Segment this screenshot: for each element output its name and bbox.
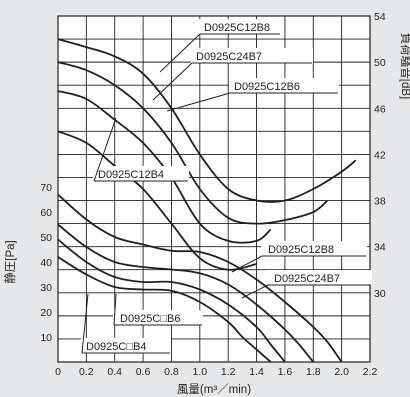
y-right-tick-label: 34 [374, 242, 386, 254]
x-axis-title: 風量(m³／min) [177, 383, 251, 396]
pressure-curve-2 [57, 223, 314, 363]
pressure-curve-1 [57, 193, 343, 363]
label-backdrop [229, 78, 339, 93]
y-left-tick-label: 50 [40, 232, 52, 244]
plot-frame [57, 15, 371, 363]
y-left-tick-label: 60 [40, 207, 52, 219]
label-leader [166, 92, 231, 112]
label-backdrop [199, 19, 281, 34]
label-backdrop [113, 310, 203, 325]
x-tick-label: 0.6 [136, 366, 151, 378]
y-left-tick-label: 30 [40, 282, 52, 294]
curve-label: D0925C□B4 [86, 341, 146, 353]
curve-label: D0925C12B6 [234, 81, 300, 93]
label-leader [93, 117, 117, 182]
y-left-tick-label: 40 [40, 257, 52, 269]
label-leader [159, 33, 201, 73]
curve-label: D0925C12B8 [268, 244, 334, 256]
axes: 0 0.2 0.4 0.6 0.8 1.0 1.2 1.4 1.6 1.8 2.0 2.2 10 20 30… [3, 11, 410, 396]
label-leader [113, 293, 117, 326]
noise-curve-1 [57, 38, 357, 203]
noise-curve-2 [57, 61, 329, 225]
noise-curve-4 [57, 130, 257, 271]
label-leader [231, 255, 263, 273]
label-backdrop [267, 270, 372, 285]
x-tick-label: 1.8 [306, 366, 321, 378]
plot-area [58, 16, 370, 362]
y-right-tick-label: 30 [374, 288, 386, 300]
y-left-axis-title: 静圧[Pa] [3, 240, 17, 283]
pressure-curve-3 [57, 238, 286, 363]
x-tick-label: 2.2 [363, 366, 378, 378]
x-tick-label: 1.0 [193, 366, 208, 378]
y-right-tick-label: 50 [374, 57, 386, 69]
x-tick-label: 0.2 [79, 366, 94, 378]
label-leader [152, 62, 193, 101]
x-tick-label: 1.2 [221, 366, 236, 378]
x-tick-label: 1.4 [249, 366, 264, 378]
label-backdrop [261, 241, 367, 256]
label-backdrop [93, 166, 189, 181]
pressure-curve-4 [57, 256, 272, 363]
curve-label: D0925C12B8 [204, 22, 270, 34]
label-backdrop [81, 338, 171, 353]
y-right-tick-label: 38 [374, 196, 386, 208]
label-backdrop [191, 48, 313, 63]
label-leader [241, 284, 269, 299]
y-left-tick-label: 10 [40, 332, 52, 344]
y-right-tick-label: 54 [374, 11, 386, 23]
y-right-axis-title: 負荷騒音[dB] [399, 33, 410, 99]
y-right-tick-label: 46 [374, 103, 386, 115]
x-tick-label: 2.0 [334, 366, 349, 378]
curve-label: D0925C12B4 [98, 169, 164, 181]
curve-label: D0925C□B6 [120, 313, 180, 325]
x-tick-label: 0.8 [164, 366, 179, 378]
curve-label: D0925C24B7 [196, 51, 262, 63]
x-tick-label: 0.4 [107, 366, 122, 378]
y-left-tick-label: 20 [40, 307, 52, 319]
curve-labels: D0925C12B8 D0925C24B7 D0925C12B6 D0925C12B4… [81, 19, 372, 354]
y-right-tick-label: 42 [374, 149, 386, 161]
label-leader [81, 293, 89, 354]
x-tick-label: 1.6 [278, 366, 293, 378]
x-tick-label: 0 [55, 366, 61, 378]
curve-label: D0925C24B7 [274, 273, 340, 285]
y-left-tick-label: 70 [40, 182, 52, 194]
